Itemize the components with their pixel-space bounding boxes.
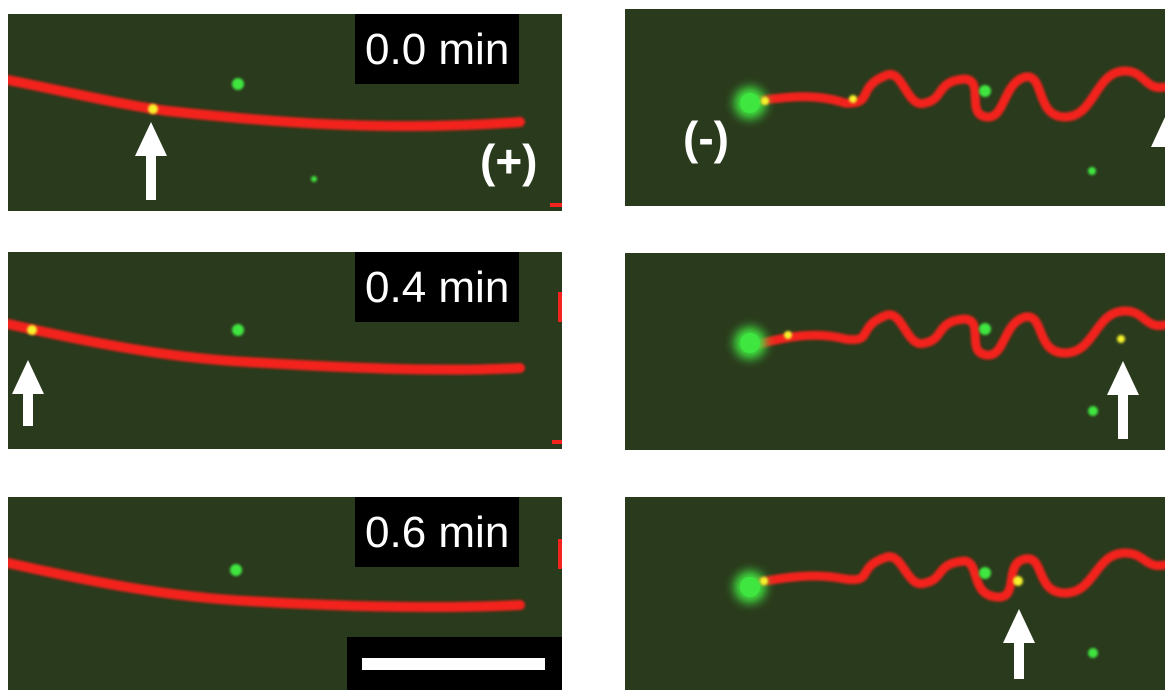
scale-bar-box (347, 637, 562, 690)
yellow-spot (784, 331, 792, 339)
microtubule (8, 558, 525, 613)
plus-end-label: (+) (480, 135, 538, 187)
time-label: 0.4 min (355, 252, 520, 322)
yellow-spot (1013, 576, 1023, 586)
micrograph-right-2 (625, 497, 1165, 690)
microtubule (750, 306, 1165, 360)
microtubule (750, 66, 1165, 122)
yellow-spot (760, 577, 768, 585)
microtubule (750, 548, 1165, 602)
green-spot (232, 324, 244, 336)
green-spot (1088, 648, 1098, 658)
up-arrow-icon (12, 360, 44, 426)
green-spot (979, 323, 991, 335)
green-spot (979, 85, 991, 97)
green-spot (311, 176, 317, 182)
up-arrow-icon (1003, 609, 1035, 679)
green-spot (740, 333, 760, 353)
panel-right-0: (-) (625, 9, 1165, 206)
yellow-spot (849, 95, 857, 103)
green-spot (740, 93, 760, 113)
up-arrow-icon (135, 122, 167, 200)
minus-end-label: (-) (683, 112, 729, 164)
panel-left-1: 0.4 min (8, 252, 562, 449)
time-label: 0.6 min (355, 497, 520, 567)
yellow-spot (148, 104, 158, 114)
panel-right-1 (625, 253, 1165, 450)
scale-bar (362, 658, 545, 670)
micrograph-right-1 (625, 253, 1165, 450)
up-arrow-icon (1151, 117, 1165, 147)
time-label: 0.0 min (355, 14, 520, 84)
green-spot (740, 577, 760, 597)
panel-right-2 (625, 497, 1165, 690)
yellow-spot (27, 325, 37, 335)
yellow-spot (1117, 335, 1125, 343)
green-spot (1088, 406, 1098, 416)
micrograph-right-0 (625, 9, 1165, 206)
up-arrow-icon (1107, 361, 1139, 439)
green-spot (232, 78, 244, 90)
green-spot (230, 564, 242, 576)
panel-left-0: 0.0 min (+) (8, 14, 562, 211)
yellow-spot (761, 97, 769, 105)
microtubule (8, 319, 525, 375)
green-spot (1088, 167, 1096, 175)
green-spot (979, 567, 991, 579)
panel-left-2: 0.6 min (8, 497, 562, 690)
microtubule (8, 75, 525, 132)
